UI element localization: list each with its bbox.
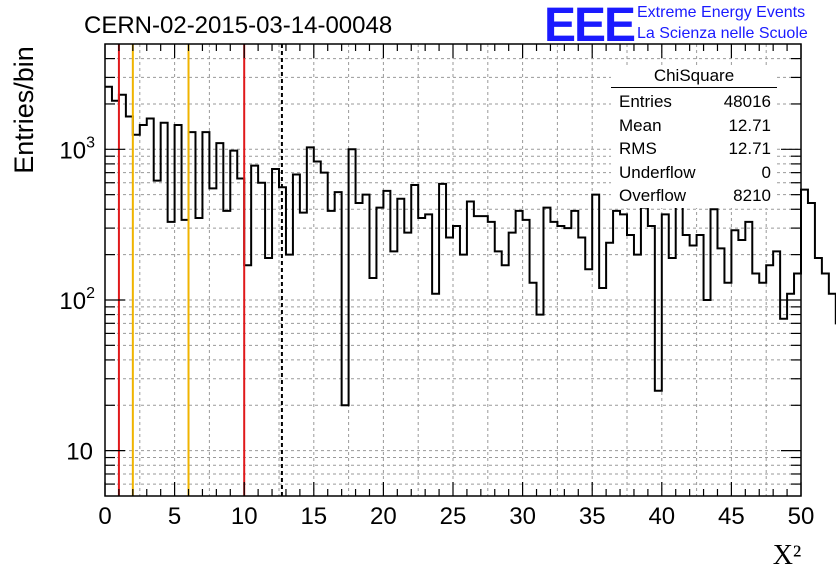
eee-logo: EEE <box>544 0 636 52</box>
run-title: CERN-02-2015-03-14-00048 <box>84 12 393 39</box>
y-tick-label: 103 <box>59 134 95 164</box>
brand-line-2: La Scienza nelle Scuole <box>637 25 808 42</box>
stats-label: Underflow <box>619 162 696 182</box>
x-tick-label: 35 <box>579 503 606 530</box>
y-tick-label: 102 <box>59 285 95 315</box>
x-tick-label: 20 <box>370 503 397 530</box>
stats-value: 8210 <box>733 186 771 205</box>
x-tick-label: 5 <box>168 503 181 530</box>
axis-ticks <box>104 44 802 496</box>
brand-line-1: Extreme Energy Events <box>637 4 806 21</box>
stats-label: Overflow <box>619 186 687 205</box>
x-tick-label: 30 <box>509 503 536 530</box>
stats-label: Entries <box>619 92 672 111</box>
x-tick-label: 10 <box>231 503 258 530</box>
histogram-line <box>105 85 836 407</box>
stats-row-underflow: Underflow 0 <box>611 161 777 185</box>
stats-row-rms: RMS 12.71 <box>611 137 777 161</box>
stats-value: 48016 <box>723 92 771 111</box>
stats-value: 12.71 <box>728 115 771 135</box>
stats-row-mean: Mean 12.71 <box>611 114 777 138</box>
x-tick-label: 50 <box>788 503 815 530</box>
x-tick-labels: 0 5 10 15 20 25 30 35 40 45 50 <box>98 503 814 530</box>
stats-value: 12.71 <box>728 139 771 158</box>
x-tick-label: 15 <box>300 503 327 530</box>
x-tick-label: 40 <box>648 503 675 530</box>
stats-row-overflow: Overflow 8210 <box>611 184 777 208</box>
x-tick-label: 25 <box>440 503 467 530</box>
stats-label: Mean <box>619 115 662 135</box>
stats-title: ChiSquare <box>611 66 777 88</box>
y-tick-label: 10 <box>66 439 93 466</box>
x-tick-label: 45 <box>718 503 745 530</box>
stats-label: RMS <box>619 139 657 158</box>
stats-row-entries: Entries 48016 <box>611 90 777 114</box>
y-axis-label: Entries/bin <box>9 46 39 174</box>
x-axis-label: X² <box>773 540 802 571</box>
y-tick-labels: 10 102 103 <box>59 134 95 465</box>
stats-value: 0 <box>761 162 771 182</box>
stats-box: ChiSquare Entries 48016 Mean 12.71 RMS 1… <box>611 66 777 208</box>
marker-lines <box>117 44 283 496</box>
grid-lines <box>105 44 801 496</box>
x-tick-label: 0 <box>98 503 111 530</box>
